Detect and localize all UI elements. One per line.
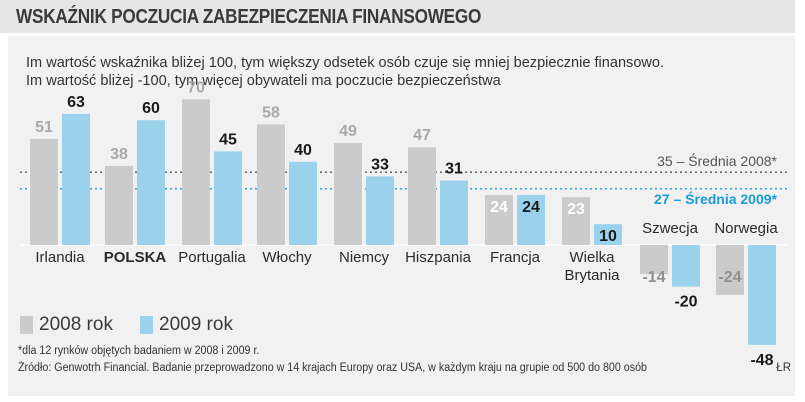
category-label: Brytania [564, 267, 620, 284]
value-label: 24 [490, 199, 508, 216]
value-label: 23 [567, 201, 585, 218]
value-label: 58 [262, 104, 280, 121]
category-label: POLSKA [104, 249, 167, 266]
legend-item-2009: 2009 rok [140, 314, 233, 335]
value-label: 10 [599, 228, 617, 245]
bar-2009 [289, 161, 317, 245]
bar-2008 [640, 245, 668, 275]
bar-2008 [105, 165, 133, 245]
bar-2009 [748, 245, 776, 345]
category-label: Hiszpania [405, 249, 472, 266]
bar-2009 [672, 245, 700, 287]
legend-swatch-2009 [140, 316, 153, 334]
value-label: 51 [35, 119, 53, 136]
category-label: Wielka [569, 249, 615, 266]
bar-2008 [30, 138, 58, 245]
category-label: Irlandia [35, 249, 85, 266]
category-label: Szwecja [642, 220, 699, 237]
legend-label-2008: 2008 rok [39, 314, 113, 335]
bar-2008 [182, 99, 210, 246]
bar-2009 [137, 120, 165, 245]
value-label: 33 [371, 156, 389, 173]
chart-title: WSKAŹNIK POCZUCIA ZABEZPIECZENIA FINANSO… [16, 6, 482, 28]
author-signature: ŁR [776, 362, 791, 374]
description-line-2: Im wartość bliżej -100, tym więcej obywa… [26, 72, 501, 89]
value-label: 24 [522, 199, 540, 216]
bar-2008 [257, 124, 285, 245]
value-label: -20 [674, 294, 697, 311]
bar-2009 [366, 176, 394, 245]
bar-2008 [562, 197, 590, 245]
value-label: 63 [67, 94, 85, 111]
average-label: 35 – Średnia 2008* [657, 152, 777, 169]
category-label: Portugalia [178, 249, 246, 266]
bar-2008 [716, 245, 744, 295]
legend-swatch-2008 [20, 316, 33, 334]
bar-2008 [485, 195, 513, 245]
bar-2008 [334, 143, 362, 245]
bar-2008 [408, 147, 436, 245]
value-label: 45 [219, 131, 237, 148]
category-label: Niemcy [339, 249, 390, 266]
value-label: 40 [294, 142, 312, 159]
value-label: 60 [142, 100, 160, 117]
footnote: *dla 12 rynków objętych badaniem w 2008 … [18, 345, 260, 357]
source-note: Źródło: Genwotrh Financial. Badanie prze… [18, 362, 647, 374]
bar-2009 [214, 151, 242, 245]
value-label: -48 [750, 352, 773, 369]
value-label: 49 [339, 123, 357, 140]
description-line-1: Im wartość wskaźnika bliżej 100, tym wię… [26, 54, 665, 71]
value-label: 47 [413, 127, 431, 144]
category-label: Francja [490, 249, 541, 266]
category-label: Włochy [262, 249, 312, 266]
value-label: 70 [187, 79, 205, 96]
value-label: -14 [642, 269, 665, 286]
bar-2009 [62, 113, 90, 246]
average-label: 27 – Średnia 2009* [654, 190, 778, 207]
value-label: -24 [718, 269, 741, 286]
legend-item-2008: 2008 rok [20, 314, 113, 335]
bar-2009 [440, 180, 468, 245]
value-label: 38 [110, 146, 128, 163]
value-label: 31 [445, 161, 463, 178]
bar-2009 [517, 195, 545, 245]
category-label: Norwegia [714, 220, 778, 237]
legend-label-2009: 2009 rok [159, 314, 233, 335]
title-bar: WSKAŹNIK POCZUCIA ZABEZPIECZENIA FINANSO… [0, 0, 795, 33]
bar-2009 [594, 224, 622, 245]
